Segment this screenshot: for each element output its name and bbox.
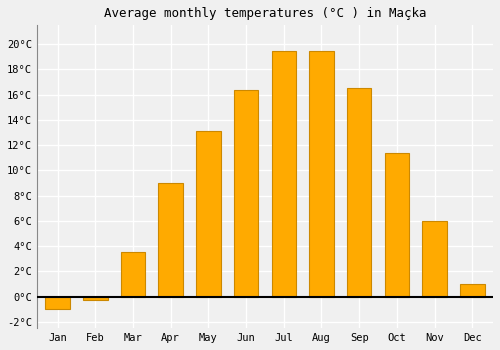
Bar [384,153,409,297]
Bar [234,90,258,297]
Bar [46,297,70,309]
Title: Average monthly temperatures (°C ) in Maçka: Average monthly temperatures (°C ) in Ma… [104,7,426,20]
Bar [309,50,334,297]
Bar [347,89,372,297]
Bar [83,297,108,300]
Bar [460,284,484,297]
Bar [272,50,296,297]
Bar [196,131,220,297]
Bar [158,183,183,297]
Bar [120,252,145,297]
Bar [422,221,447,297]
